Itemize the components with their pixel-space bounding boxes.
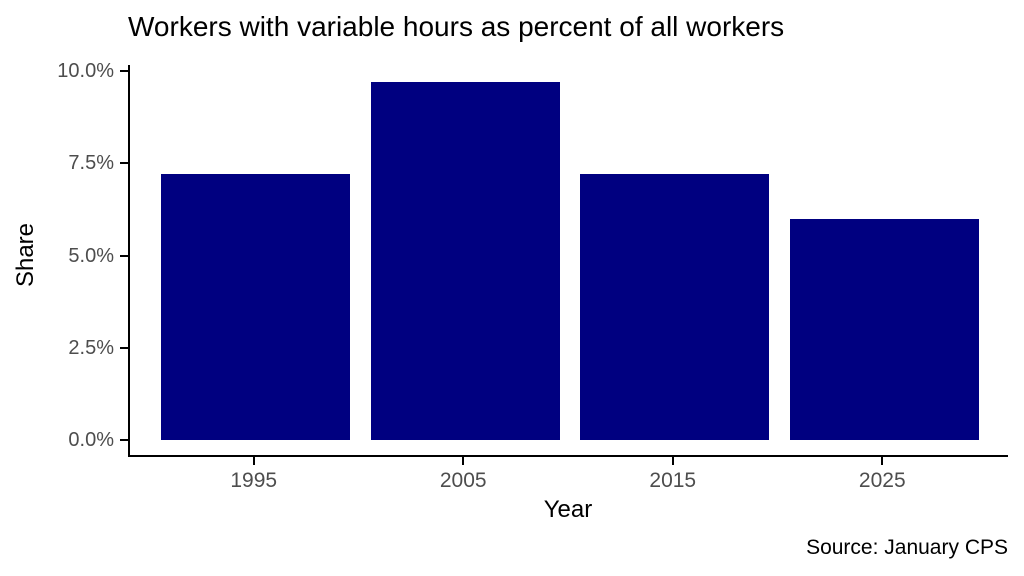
bar-1995	[161, 174, 350, 440]
y-tick-label: 0.0%	[68, 429, 114, 451]
y-tick-label: 7.5%	[68, 152, 114, 175]
chart-caption: Source: January CPS	[806, 536, 1008, 559]
x-tick-mark	[881, 457, 884, 465]
x-tick-label: 2025	[858, 469, 906, 492]
x-tick-mark	[462, 457, 465, 465]
x-tick-mark	[252, 457, 255, 465]
y-tick-mark	[120, 254, 128, 257]
y-tick-label: 2.5%	[68, 336, 114, 359]
y-tick-label: 10.0%	[57, 60, 114, 82]
chart-title: Workers with variable hours as percent o…	[128, 11, 785, 42]
x-tick-mark	[671, 457, 674, 465]
y-tick-label: 5.0%	[68, 244, 114, 267]
x-axis-title: Year	[543, 496, 593, 523]
y-tick-mark	[120, 162, 128, 165]
x-tick-label: 2015	[649, 469, 697, 492]
y-tick-mark	[120, 346, 128, 349]
y-tick-mark	[120, 439, 128, 441]
plot-panel	[128, 65, 1008, 457]
bar-2015	[580, 174, 770, 440]
bar-2025	[790, 218, 979, 440]
x-tick-label: 1995	[230, 469, 278, 492]
x-tick-label: 2005	[439, 469, 487, 492]
y-tick-mark	[120, 70, 128, 72]
bar-2005	[370, 82, 560, 440]
